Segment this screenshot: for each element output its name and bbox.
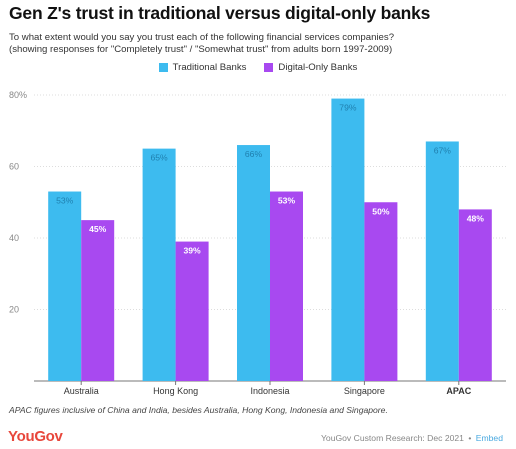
source-line: YouGov Custom Research: Dec 2021 • Embed <box>321 433 503 443</box>
embed-link[interactable]: Embed <box>475 433 503 443</box>
bar-traditional-australia <box>48 191 82 381</box>
data-label-traditional-singapore: 79% <box>339 103 357 113</box>
x-tick-label-apac: APAC <box>446 386 471 396</box>
legend-label-traditional: Traditional Banks <box>172 62 247 73</box>
chart-subtitle: To what extent would you say you trust e… <box>9 32 394 57</box>
footnote: APAC figures inclusive of China and Indi… <box>9 405 388 415</box>
source-text: YouGov Custom Research: Dec 2021 <box>320 433 464 443</box>
source-separator: • <box>468 433 472 443</box>
data-label-traditional-indonesia: 66% <box>245 149 263 159</box>
data-label-traditional-hong-kong: 65% <box>150 153 168 163</box>
y-tick-label-20: 20 <box>9 305 19 315</box>
data-label-digital-singapore: 50% <box>372 206 390 216</box>
y-tick-label-40: 40 <box>9 233 19 243</box>
legend-swatch-traditional <box>158 63 168 72</box>
bar-digital-indonesia <box>270 191 303 381</box>
subtitle-line-1: To what extent would you say you trust e… <box>9 32 395 43</box>
x-tick-label-hong-kong: Hong Kong <box>153 386 198 396</box>
legend-item-traditional[interactable]: Traditional Banks <box>158 62 247 73</box>
data-label-traditional-apac: 67% <box>434 145 452 155</box>
data-label-digital-australia: 45% <box>89 224 107 234</box>
legend-item-digital[interactable]: Digital-Only Banks <box>264 62 357 73</box>
bar-traditional-apac <box>425 141 459 381</box>
legend-label-digital: Digital-Only Banks <box>278 62 358 73</box>
bar-traditional-indonesia <box>237 145 270 381</box>
data-label-digital-apac: 48% <box>467 213 485 223</box>
legend-swatch-digital <box>264 63 274 72</box>
x-tick-label-singapore: Singapore <box>344 386 385 396</box>
yougov-logo[interactable]: YouGov <box>8 428 63 445</box>
chart-title: Gen Z's trust in traditional versus digi… <box>9 3 431 23</box>
subtitle-line-2: (showing responses for "Completely trust… <box>9 44 393 56</box>
bar-traditional-singapore <box>331 98 365 381</box>
data-label-digital-hong-kong: 39% <box>183 246 201 256</box>
bar-digital-hong-kong <box>175 241 209 381</box>
bar-digital-australia <box>81 220 115 381</box>
chart-legend: Traditional Banks Digital-Only Banks <box>0 62 516 73</box>
bar-digital-apac <box>458 209 492 381</box>
x-tick-label-indonesia: Indonesia <box>250 386 289 396</box>
y-tick-label-60: 60 <box>9 162 19 172</box>
bar-traditional-hong-kong <box>142 148 176 381</box>
x-tick-label-australia: Australia <box>64 386 99 396</box>
data-label-traditional-australia: 53% <box>56 196 74 206</box>
data-label-digital-indonesia: 53% <box>278 196 296 206</box>
y-tick-label-80: 80% <box>9 90 27 100</box>
bar-digital-singapore <box>364 202 398 381</box>
